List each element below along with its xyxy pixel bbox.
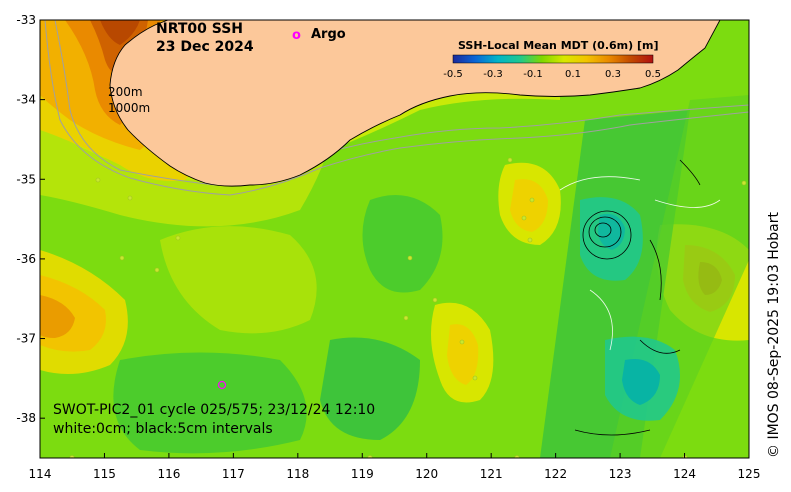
ssh-warm-anomaly-peak [100, 20, 140, 45]
argo-float [217, 380, 227, 390]
x-tick-label: 119 [351, 467, 374, 481]
ssh-mid-trough [362, 195, 443, 293]
colorbar-tick-label: -0.1 [523, 69, 543, 80]
ssh-central-ridge [160, 226, 317, 334]
x-tick-label: 118 [286, 467, 309, 481]
obs-dot [95, 177, 101, 183]
x-tick-label: 114 [29, 467, 52, 481]
obs-dot [127, 195, 133, 201]
colorbar-title: SSH-Local Mean MDT (0.6m) [m] [458, 39, 658, 52]
x-tick-label: 115 [93, 467, 116, 481]
contour-line [649, 239, 662, 301]
y-tick-label: -35 [16, 172, 36, 186]
obs-dot [741, 180, 747, 186]
colorbar-ticks: -0.5 -0.3 -0.1 0.1 0.3 0.5 [443, 69, 661, 80]
x-tick-label: 125 [738, 467, 761, 481]
x-axis: 114 115 116 117 118 119 120 121 122 123 124 125 [29, 453, 761, 481]
obs-dot [521, 215, 527, 221]
argo-legend-marker: o [292, 28, 301, 43]
obs-dot [69, 455, 75, 458]
obs-dot [459, 339, 465, 345]
colorbar-bar [452, 54, 654, 64]
y-tick-label: -38 [16, 411, 36, 425]
obs-dot [119, 255, 125, 261]
x-tick-label: 122 [544, 467, 567, 481]
x-tick-label: 117 [222, 467, 245, 481]
contour-line [589, 289, 613, 351]
y-tick-label: -34 [16, 93, 36, 107]
x-tick-label: 123 [609, 467, 632, 481]
ssh-contours-black [574, 159, 701, 436]
ssh-south-trough [113, 352, 307, 454]
obs-dot [175, 235, 181, 241]
argo-legend-label: Argo [311, 27, 346, 42]
obs-dot [529, 197, 535, 203]
contour-ring [582, 210, 632, 260]
obs-dot [507, 157, 513, 163]
obs-dot [432, 297, 438, 303]
obs-dot [403, 315, 409, 321]
x-tick-label: 124 [673, 467, 696, 481]
obs-dot [527, 237, 533, 243]
obs-dot [407, 255, 413, 261]
plot-frame [39, 19, 750, 459]
contour-line [679, 159, 701, 186]
ssh-contours-white [559, 176, 721, 351]
swot-annotation-line2: white:0cm; black:5cm intervals [53, 421, 273, 437]
colorbar-tick-label: 0.1 [565, 69, 581, 80]
contour-line [639, 339, 681, 354]
colorbar-tick-label: -0.3 [483, 69, 503, 80]
colorbar-tick-label: -0.5 [443, 69, 463, 80]
obs-dot [514, 455, 520, 458]
y-tick-label: -33 [16, 13, 36, 27]
ssh-south-trough-2 [320, 337, 420, 440]
copyright-credit: © IMOS 08-Sep-2025 19:03 Hobart [766, 212, 782, 458]
obs-dot [154, 267, 160, 273]
ssh-sw-patch-inner [40, 295, 75, 338]
isobath-label-200m: 200m [108, 85, 143, 99]
contour-ring [588, 216, 622, 248]
contour-ring [594, 222, 612, 238]
contour-line [654, 199, 721, 208]
isobath-label-1000m: 1000m [108, 101, 150, 115]
x-tick-label: 116 [157, 467, 180, 481]
obs-dot [472, 375, 478, 381]
contour-line [574, 429, 651, 436]
y-tick-label: -37 [16, 332, 36, 346]
colorbar-tick-label: 0.5 [645, 69, 661, 80]
argo-floats [217, 380, 227, 390]
y-axis: -33 -34 -35 -36 -37 -38 [16, 13, 45, 425]
swot-eddy-south-core [622, 359, 660, 405]
ssh-blob-east-core [510, 179, 548, 232]
isobath-1000m [44, 20, 749, 196]
map-title-date: 23 Dec 2024 [156, 39, 254, 55]
obs-dot [367, 455, 373, 458]
colorbar-tick-label: 0.3 [605, 69, 621, 80]
map-plot-area [40, 20, 749, 458]
map-title-product: NRT00 SSH [156, 21, 243, 37]
ssh-warm-anomaly-core [90, 20, 148, 74]
ssh-blob-south-core [447, 324, 479, 385]
swot-annotation-line1: SWOT-PIC2_01 cycle 025/575; 23/12/24 12:… [53, 402, 375, 418]
x-tick-label: 120 [415, 467, 438, 481]
y-tick-label: -36 [16, 252, 36, 266]
contour-line [559, 176, 641, 191]
x-tick-label: 121 [480, 467, 503, 481]
